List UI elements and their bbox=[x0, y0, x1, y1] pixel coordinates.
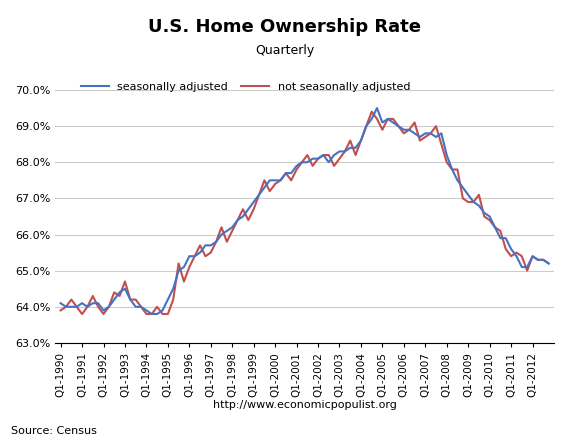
not seasonally adjusted bbox=[454, 167, 461, 172]
Text: U.S. Home Ownership Rate: U.S. Home Ownership Rate bbox=[148, 18, 421, 35]
seasonally adjusted bbox=[454, 178, 461, 183]
Line: seasonally adjusted: seasonally adjusted bbox=[61, 108, 549, 314]
not seasonally adjusted bbox=[459, 196, 466, 201]
Text: Source: Census: Source: Census bbox=[11, 426, 97, 436]
seasonally adjusted bbox=[427, 131, 434, 136]
Text: Quarterly: Quarterly bbox=[255, 44, 314, 57]
not seasonally adjusted bbox=[57, 308, 64, 313]
Legend: seasonally adjusted, not seasonally adjusted: seasonally adjusted, not seasonally adju… bbox=[81, 81, 411, 92]
seasonally adjusted bbox=[459, 185, 466, 190]
seasonally adjusted bbox=[352, 145, 359, 150]
not seasonally adjusted bbox=[449, 167, 456, 172]
not seasonally adjusted bbox=[476, 192, 483, 198]
not seasonally adjusted bbox=[427, 131, 434, 136]
not seasonally adjusted bbox=[368, 109, 375, 114]
seasonally adjusted bbox=[545, 261, 552, 266]
seasonally adjusted bbox=[476, 203, 483, 208]
seasonally adjusted bbox=[149, 311, 155, 317]
X-axis label: http://www.economicpopulist.org: http://www.economicpopulist.org bbox=[213, 400, 397, 410]
not seasonally adjusted bbox=[545, 261, 552, 266]
Line: not seasonally adjusted: not seasonally adjusted bbox=[61, 112, 549, 314]
not seasonally adjusted bbox=[352, 152, 359, 158]
not seasonally adjusted bbox=[79, 311, 85, 317]
seasonally adjusted bbox=[374, 106, 381, 111]
seasonally adjusted bbox=[57, 300, 64, 306]
seasonally adjusted bbox=[449, 167, 456, 172]
